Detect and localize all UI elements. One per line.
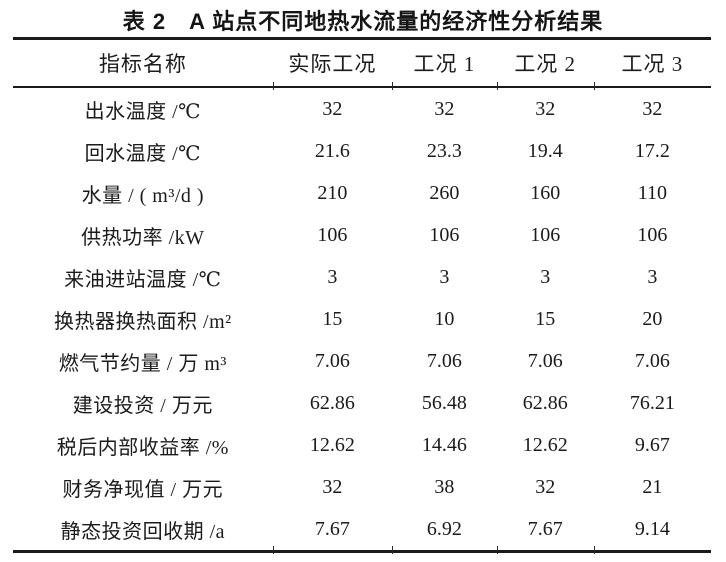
row-label: 出水温度 /℃ <box>84 100 202 123</box>
table-body: 出水温度 /℃ 32 32 32 32 回水温度 /℃ 21.6 23.3 19.4 17.2 水量… <box>13 87 711 552</box>
cell-value: 32 <box>535 475 556 498</box>
table-row: 财务净现值 / 万元 32 38 32 21 <box>13 466 711 508</box>
table-container: 指标名称 实际工况 工况 1 工况 2 工况 3 出水温度 /℃ 32 32 32 32… <box>13 37 711 554</box>
cell-value: 32 <box>322 97 343 120</box>
cell-value: 260 <box>429 181 460 204</box>
column-separator-tick <box>497 546 498 554</box>
cell-value: 3 <box>327 265 338 288</box>
cell-value: 32 <box>535 97 556 120</box>
table-row: 水量 / ( m³/d ) 210 260 160 110 <box>13 172 711 214</box>
cell-value: 12.62 <box>309 433 355 456</box>
column-header-case1: 工况 1 <box>392 38 497 88</box>
column-separator-tick <box>273 546 274 554</box>
cell-value: 15 <box>322 307 343 330</box>
column-header-indicator: 指标名称 <box>13 38 273 88</box>
cell-value: 3 <box>439 265 450 288</box>
row-label: 建设投资 / 万元 <box>72 394 213 417</box>
cell-value: 7.06 <box>426 349 462 372</box>
cell-value: 38 <box>434 475 455 498</box>
row-label: 换热器换热面积 /m² <box>54 310 232 333</box>
cell-value: 9.14 <box>634 517 670 540</box>
cell-value: 19.4 <box>527 139 563 162</box>
cell-value: 160 <box>530 181 561 204</box>
cell-value: 7.06 <box>634 349 670 372</box>
cell-value: 110 <box>637 181 667 204</box>
cell-value: 17.2 <box>634 139 670 162</box>
cell-value: 21.6 <box>314 139 350 162</box>
column-header-actual: 实际工况 <box>272 38 392 88</box>
cell-value: 14.46 <box>421 433 467 456</box>
column-separator-tick <box>392 82 393 90</box>
row-label: 回水温度 /℃ <box>84 142 202 165</box>
cell-value: 12.62 <box>522 433 568 456</box>
cell-value: 3 <box>540 265 551 288</box>
table-row: 回水温度 /℃ 21.6 23.3 19.4 17.2 <box>13 130 711 172</box>
row-label: 供热功率 /kW <box>81 226 205 249</box>
cell-value: 9.67 <box>634 433 670 456</box>
cell-value: 62.86 <box>522 391 568 414</box>
column-header-case3: 工况 3 <box>593 38 711 88</box>
table-caption: 表 2 A 站点不同地热水流量的经济性分析结果 <box>122 9 604 34</box>
cell-value: 106 <box>317 223 348 246</box>
table-header-row: 指标名称 实际工况 工况 1 工况 2 工况 3 <box>13 38 711 88</box>
cell-value: 32 <box>434 97 455 120</box>
cell-value: 32 <box>642 97 663 120</box>
row-label: 财务净现值 / 万元 <box>62 478 224 501</box>
cell-value: 21 <box>642 475 663 498</box>
cell-value: 23.3 <box>426 139 462 162</box>
table-row: 燃气节约量 / 万 m³ 7.06 7.06 7.06 7.06 <box>13 340 711 382</box>
cell-value: 210 <box>317 181 348 204</box>
table-row: 来油进站温度 /℃ 3 3 3 3 <box>13 256 711 298</box>
cell-value: 15 <box>535 307 556 330</box>
column-header-case2: 工况 2 <box>496 38 594 88</box>
cell-value: 7.67 <box>314 517 350 540</box>
cell-value: 3 <box>647 265 658 288</box>
row-label: 税后内部收益率 /% <box>56 436 229 459</box>
cell-value: 7.67 <box>527 517 563 540</box>
column-separator-tick <box>273 82 274 90</box>
row-label: 来油进站温度 /℃ <box>64 268 222 291</box>
table-row: 建设投资 / 万元 62.86 56.48 62.86 76.21 <box>13 382 711 424</box>
cell-value: 62.86 <box>309 391 355 414</box>
cell-value: 56.48 <box>421 391 467 414</box>
table-row: 出水温度 /℃ 32 32 32 32 <box>13 87 711 130</box>
column-separator-tick <box>594 546 595 554</box>
row-label: 静态投资回收期 /a <box>60 520 226 543</box>
cell-value: 32 <box>322 475 343 498</box>
table-row: 税后内部收益率 /% 12.62 14.46 12.62 9.67 <box>13 424 711 466</box>
cell-value: 76.21 <box>629 391 675 414</box>
table-row: 供热功率 /kW 106 106 106 106 <box>13 214 711 256</box>
row-label: 燃气节约量 / 万 m³ <box>58 352 227 375</box>
cell-value: 20 <box>642 307 663 330</box>
cell-value: 7.06 <box>527 349 563 372</box>
cell-value: 7.06 <box>314 349 350 372</box>
column-separator-tick <box>497 82 498 90</box>
cell-value: 6.92 <box>426 517 462 540</box>
column-separator-tick <box>594 82 595 90</box>
cell-value: 106 <box>530 223 561 246</box>
table-row: 静态投资回收期 /a 7.67 6.92 7.67 9.14 <box>13 508 711 552</box>
cell-value: 10 <box>434 307 455 330</box>
column-separator-tick <box>392 546 393 554</box>
economics-table: 指标名称 实际工况 工况 1 工况 2 工况 3 出水温度 /℃ 32 32 32 32… <box>13 37 711 553</box>
row-label: 水量 / ( m³/d ) <box>81 184 205 207</box>
cell-value: 106 <box>429 223 460 246</box>
table-row: 换热器换热面积 /m² 15 10 15 20 <box>13 298 711 340</box>
cell-value: 106 <box>637 223 668 246</box>
